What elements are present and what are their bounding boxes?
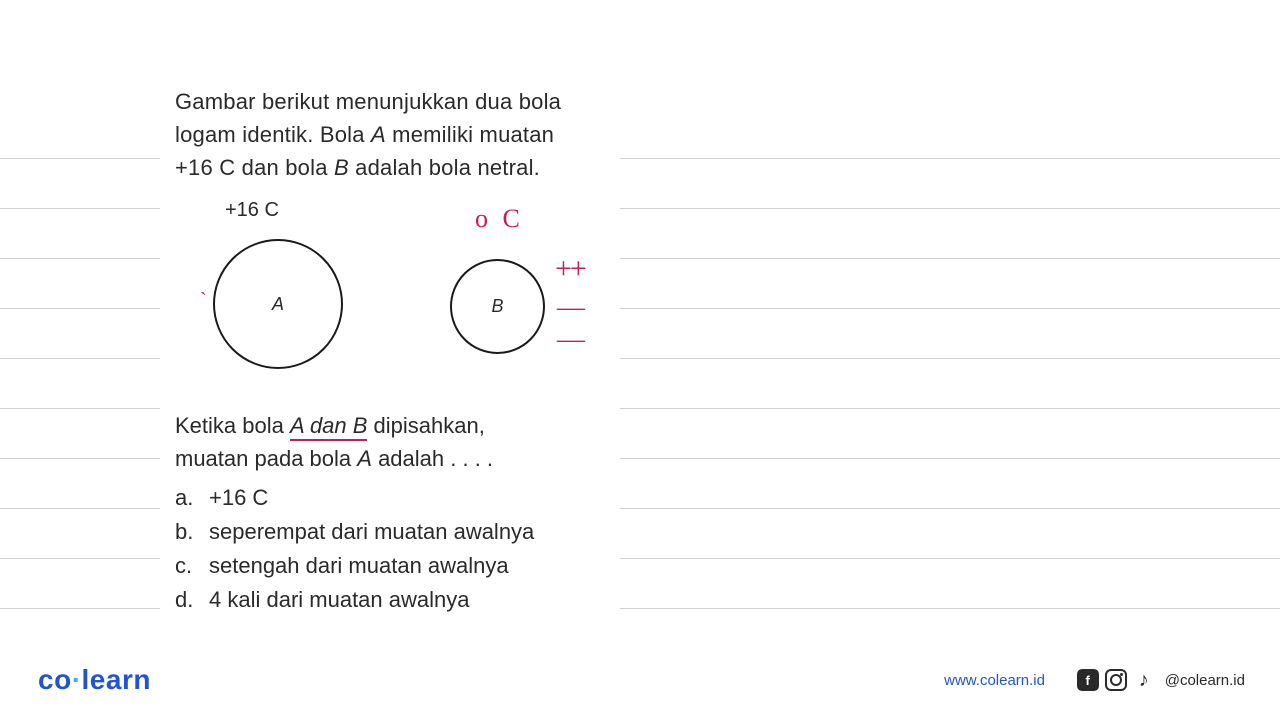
circle-a-label: A [272, 294, 284, 315]
circle-a: A [213, 239, 343, 369]
option-b: b. seperempat dari muatan awalnya [175, 515, 620, 549]
option-c-letter: c. [175, 549, 209, 583]
option-b-text: seperempat dari muatan awalnya [209, 515, 534, 549]
option-b-letter: b. [175, 515, 209, 549]
intro-line3a: +16 C dan bola [175, 155, 334, 180]
social-handle: @colearn.id [1165, 672, 1245, 689]
tiktok-icon: ♪ [1133, 669, 1155, 691]
annotation-tick: ` [200, 289, 207, 312]
annotation-zero-c: o C [475, 204, 524, 234]
question-content: Gambar berikut menunjukkan dua bola loga… [175, 85, 620, 615]
logo: co·learn [38, 664, 151, 696]
instagram-icon [1105, 669, 1127, 691]
intro-line3b: adalah bola netral. [349, 155, 540, 180]
logo-part1: co [38, 664, 72, 695]
intro-line2a: logam identik. Bola [175, 122, 371, 147]
followup-2-italic: A [357, 446, 372, 471]
intro-line3-italic: B [334, 155, 349, 180]
answer-options: a. +16 C b. seperempat dari muatan awaln… [175, 481, 620, 617]
annotation-minus: — — [557, 292, 620, 356]
social-icons: f ♪ @colearn.id [1077, 669, 1245, 691]
followup-underlined: A dan B [290, 413, 367, 441]
option-d: d. 4 kali dari muatan awalnya [175, 583, 620, 617]
intro-line1: Gambar berikut menunjukkan dua bola [175, 89, 561, 114]
followup-1a: Ketika bola [175, 413, 290, 438]
website-url: www.colearn.id [944, 672, 1045, 689]
option-d-letter: d. [175, 583, 209, 617]
followup-1b: dipisahkan, [367, 413, 484, 438]
charge-label-a: +16 C [225, 199, 279, 222]
question-intro: Gambar berikut menunjukkan dua bola loga… [175, 85, 620, 184]
annotation-plus: ++ [555, 252, 585, 286]
option-c: c. setengah dari muatan awalnya [175, 549, 620, 583]
footer: co·learn www.colearn.id f ♪ @colearn.id [0, 660, 1280, 700]
followup-2a: muatan pada bola [175, 446, 357, 471]
option-a-text: +16 C [209, 481, 268, 515]
circle-b: B [450, 259, 545, 354]
logo-part2: learn [82, 664, 151, 695]
diagram: +16 C A B o C ++ — — ` [175, 194, 620, 394]
logo-dot: · [72, 664, 82, 695]
intro-line2b: memiliki muatan [386, 122, 554, 147]
circle-b-label: B [491, 296, 503, 317]
option-d-text: 4 kali dari muatan awalnya [209, 583, 469, 617]
followup-question: Ketika bola A dan B dipisahkan, muatan p… [175, 409, 620, 475]
intro-line2-italic: A [371, 122, 386, 147]
followup-2b: adalah . . . . [372, 446, 493, 471]
option-c-text: setengah dari muatan awalnya [209, 549, 509, 583]
facebook-icon: f [1077, 669, 1099, 691]
option-a-letter: a. [175, 481, 209, 515]
option-a: a. +16 C [175, 481, 620, 515]
